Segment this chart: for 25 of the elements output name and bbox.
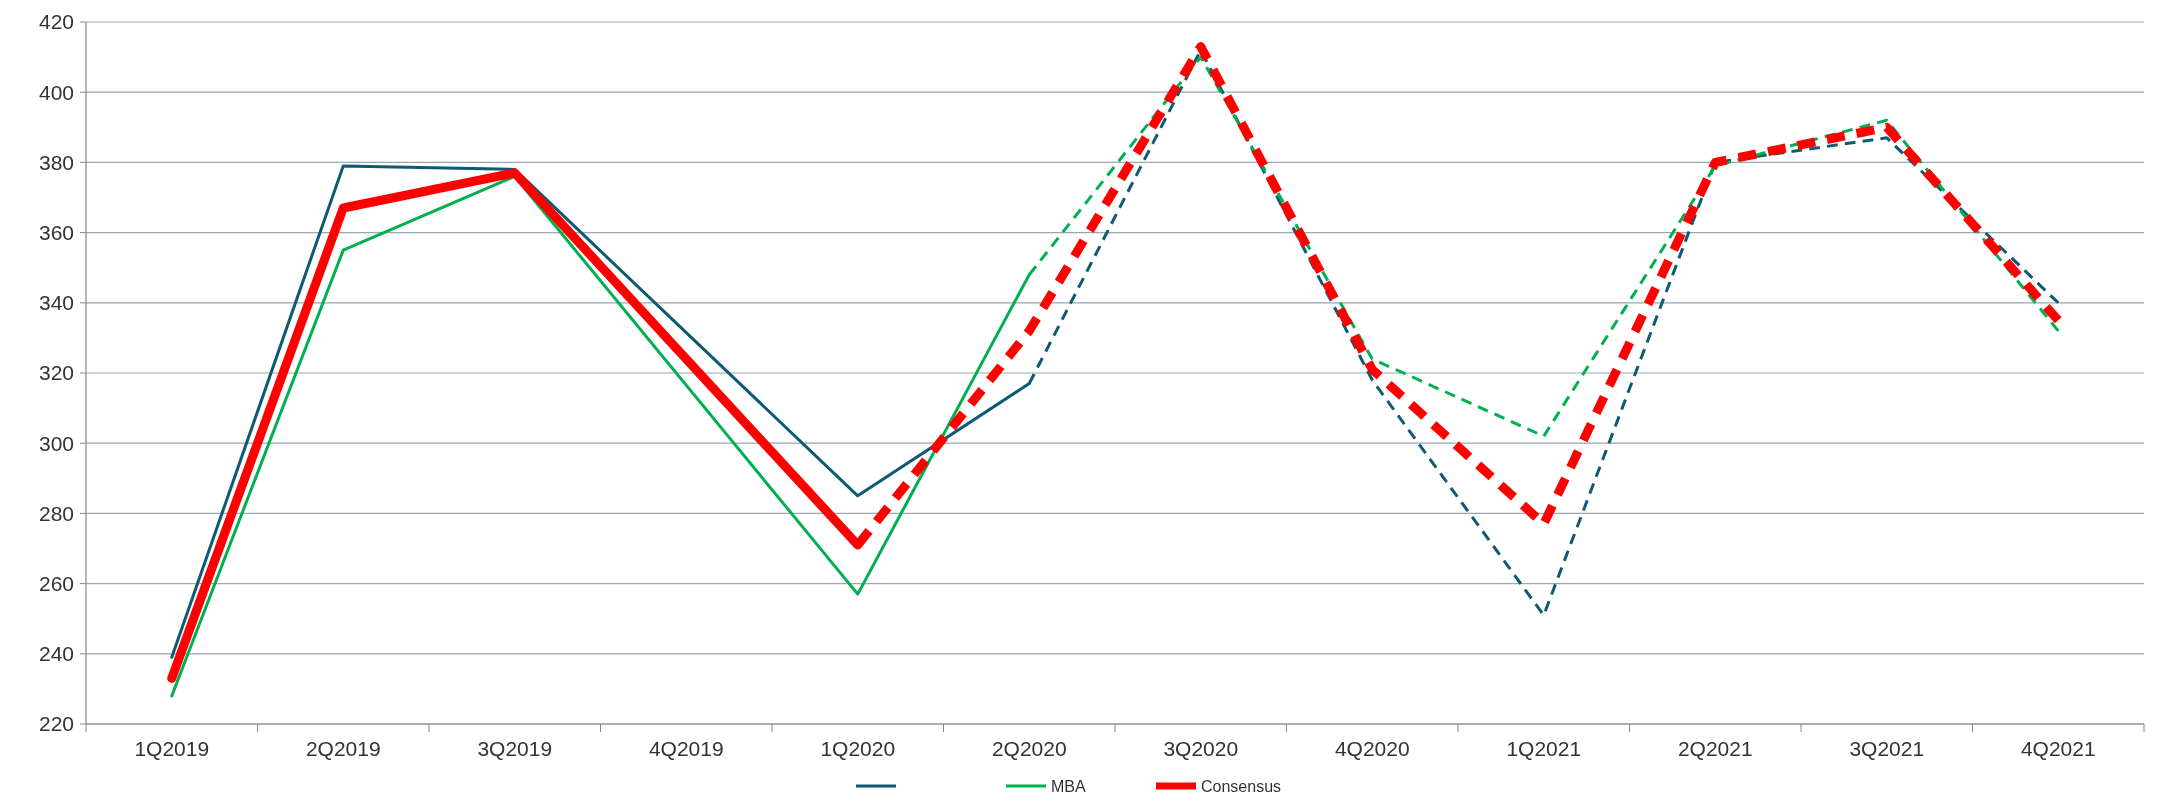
x-tick-label: 2Q2019 [305,737,381,760]
y-tick-label: 220 [38,712,74,736]
legend-label: MBA [1051,777,1086,795]
y-tick-label: 380 [38,150,74,174]
y-tick-label: 400 [38,80,74,104]
x-tick-label: 3Q2019 [477,737,553,760]
x-tick-label: 3Q2020 [1163,737,1239,760]
y-tick-label: 240 [38,642,74,666]
x-tick-label: 2Q2021 [1677,737,1753,760]
x-tick-label: 2Q2020 [991,737,1067,760]
x-tick-label: 3Q2021 [1849,737,1925,760]
y-tick-label: 420 [38,10,74,34]
y-tick-label: 320 [38,361,74,385]
y-tick-label: 280 [38,501,74,525]
y-tick-label: 340 [38,291,74,315]
y-tick-label: 260 [38,571,74,595]
x-tick-label: 4Q2019 [648,737,724,760]
x-tick-label: 4Q2020 [1334,737,1410,760]
y-tick-label: 300 [38,431,74,455]
legend-label: Consensus [1201,777,1282,795]
x-tick-label: 1Q2021 [1506,737,1582,760]
y-tick-label: 360 [38,220,74,244]
x-tick-label: 1Q2020 [820,737,896,760]
x-tick-label: 4Q2021 [2020,737,2096,760]
x-tick-label: 1Q2019 [134,737,210,760]
